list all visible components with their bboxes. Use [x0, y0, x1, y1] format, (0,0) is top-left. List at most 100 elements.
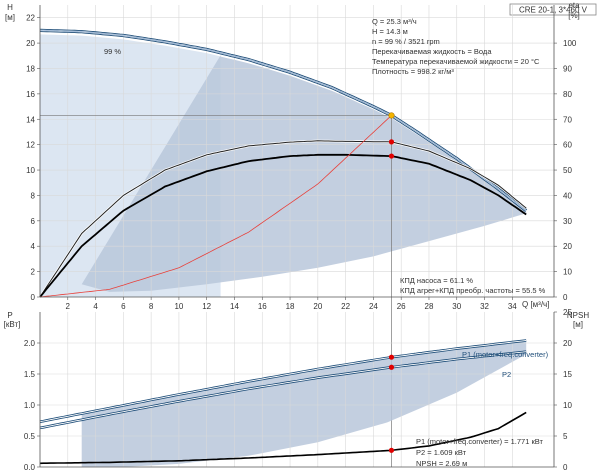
system-curve [39, 115, 392, 298]
p2-curve-inner [39, 351, 527, 429]
npsh-marker [388, 447, 395, 453]
y-tick-label: 22 [26, 14, 35, 23]
x-tick-label: 20 [313, 302, 322, 311]
x-tick-label: 6 [121, 302, 126, 311]
y-tick-label: 4 [31, 242, 36, 251]
x-tick-label: 28 [425, 302, 434, 311]
bottom-right-axis-name: NPSH [567, 311, 589, 320]
info-line: Q = 25.3 м³/ч [372, 17, 417, 26]
top-grid [40, 5, 554, 297]
curve-speed-tag: 99 % [104, 47, 121, 56]
duty-info-block: Q = 25.3 м³/ч H = 14.3 м n = 99 % / 3521… [372, 17, 540, 76]
eta-total-curve [39, 153, 527, 298]
efficiency-line: КПД насоса = 61.1 % [400, 276, 473, 285]
x-tick-label: 8 [149, 302, 154, 311]
power-info-block: P1 (motor+freq.converter) = 1.771 кВт P2… [416, 437, 544, 468]
x-tick-label: 18 [286, 302, 295, 311]
efficiency-line: КПД агрег+КПД преобр. частоты = 55.5 % [400, 286, 546, 295]
bottom-axes: 0.0 0.5 1.0 1.5 2.0 0 5 10 15 20 25 [24, 308, 573, 472]
y-tick-label: 1.5 [24, 370, 36, 379]
y2-tick-label: 50 [563, 166, 572, 175]
y-tick-label: 12 [26, 141, 35, 150]
npsh-curve [39, 411, 527, 465]
model-label: CRE 20-1, 3*460 V [519, 6, 588, 15]
x-tick-label: 4 [93, 302, 98, 311]
x-tick-label: 2 [66, 302, 71, 311]
info-line: Температура перекачиваемой жидкости = 20… [372, 57, 540, 66]
model-box [509, 3, 597, 16]
power-line: NPSH = 2.69 м [416, 459, 467, 468]
y2-tick-label: 10 [563, 268, 572, 277]
duty-point-marker [388, 112, 395, 119]
x-tick-label: 32 [480, 302, 489, 311]
info-line: Плотность = 998.2 кг/м³ [372, 67, 454, 76]
operating-area [81, 340, 527, 467]
y2-tick-label: 0 [563, 463, 568, 472]
y2-tick-label: 90 [563, 64, 572, 73]
efficiency-marker [388, 153, 395, 159]
y2-tick-label: 20 [563, 339, 572, 348]
y2-tick-label: 5 [563, 432, 568, 441]
operating-area [81, 55, 527, 292]
top-left-axis-name: H [7, 3, 13, 12]
top-curves [38, 28, 528, 298]
efficiency-info-block: КПД насоса = 61.1 % КПД агрег+КПД преобр… [400, 276, 546, 295]
bottom-left-axis-name: P [7, 311, 12, 320]
bottom-markers [388, 354, 395, 453]
y2-tick-label: 100 [563, 39, 577, 48]
y2-tick-label: 20 [563, 242, 572, 251]
efficiency-marker [388, 139, 395, 145]
y-tick-label: 6 [31, 217, 36, 226]
y2-tick-label: 0 [563, 293, 568, 302]
bottom-curves [39, 339, 527, 465]
x-tick-label: 30 [452, 302, 461, 311]
y-tick-label: 2 [31, 268, 36, 277]
info-line: Перекачиваемая жидкость = Вода [372, 47, 492, 56]
power-marker [388, 364, 395, 370]
y2-tick-label: 60 [563, 141, 572, 150]
info-line: H = 14.3 м [372, 27, 408, 36]
y-tick-label: 0.0 [24, 463, 36, 472]
x-tick-label: 12 [202, 302, 211, 311]
y-tick-label: 20 [26, 39, 35, 48]
y2-tick-label: 30 [563, 217, 572, 226]
y-tick-label: 2.0 [24, 339, 36, 348]
y2-tick-label: 70 [563, 115, 572, 124]
x-tick-label: 10 [174, 302, 183, 311]
y-tick-label: 18 [26, 64, 35, 73]
bottom-operating-area [81, 340, 527, 467]
x-tick-label: 24 [369, 302, 378, 311]
x-tick-label: 16 [258, 302, 267, 311]
x-tick-label: 14 [230, 302, 239, 311]
p1-curve-inner [39, 340, 527, 423]
y-tick-label: 10 [26, 166, 35, 175]
power-line: P2 = 1.609 кВт [416, 448, 467, 457]
y-tick-label: 14 [26, 115, 35, 124]
p1-curve-label: P1 (motor+freq.converter) [462, 350, 549, 359]
top-right-axis-name: eta [568, 1, 580, 10]
head-curve-core [39, 30, 527, 211]
top-right-axis-unit: [%] [568, 11, 580, 20]
y-tick-label: 16 [26, 90, 35, 99]
bottom-right-axis-unit: [м] [573, 320, 583, 329]
eta-curve [39, 140, 527, 298]
p2-curve-label: P2 [502, 370, 511, 379]
y-tick-label: 8 [31, 191, 36, 200]
x-axis-label: Q [м³/ч] [522, 300, 549, 309]
x-tick-label: 26 [397, 302, 406, 311]
y2-tick-label: 80 [563, 90, 572, 99]
y-tick-label: 0 [31, 293, 36, 302]
top-axes: 0246810121416182022010203040506070809010… [26, 5, 577, 311]
info-line: n = 99 % / 3521 rpm [372, 37, 440, 46]
y2-tick-label: 10 [563, 401, 572, 410]
y2-tick-label: 40 [563, 191, 572, 200]
y-tick-label: 1.0 [24, 401, 36, 410]
bottom-left-axis-unit: [кВт] [4, 320, 21, 329]
x-tick-label: 34 [508, 302, 517, 311]
x-tick-label: 22 [341, 302, 350, 311]
top-left-axis-unit: [м] [5, 13, 15, 22]
y2-tick-label: 15 [563, 370, 572, 379]
power-line: P1 (motor+freq.converter) = 1.771 кВт [416, 437, 544, 446]
y2-tick-label: 25 [563, 308, 572, 317]
